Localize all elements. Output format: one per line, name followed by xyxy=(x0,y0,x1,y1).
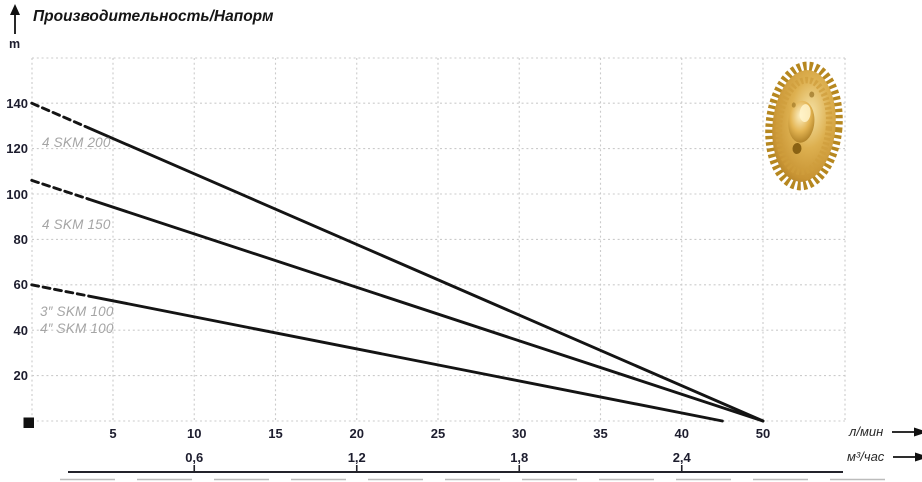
y-tick-label: 120 xyxy=(6,141,28,157)
origin-marker xyxy=(23,417,34,428)
x-tick-label: 10 xyxy=(187,426,202,441)
curve-label-3skm100: 3″ SKM 100 xyxy=(40,304,114,319)
y-tick-label: 60 xyxy=(13,277,28,293)
y-tick-label: 140 xyxy=(6,95,28,111)
curve-label-4skm150: 4 SKM 150 xyxy=(42,217,111,232)
x-tick-label: 15 xyxy=(268,426,283,441)
x-secondary-tick-label: 2,4 xyxy=(672,450,691,465)
x-secondary-tick-label: 1,8 xyxy=(510,450,529,465)
x-tick-label: 5 xyxy=(109,426,117,441)
x-axis-secondary-unit-label: м³/час xyxy=(847,449,885,464)
x-tick-label: 20 xyxy=(349,426,364,441)
curve-label-4skm100: 4″ SKM 100 xyxy=(40,321,114,336)
x-secondary-tick-label: 0,6 xyxy=(185,450,204,465)
x-tick-label: 40 xyxy=(674,426,689,441)
pump-curve-dashed xyxy=(30,178,91,201)
y-tick-label: 40 xyxy=(13,322,28,338)
pump-curve xyxy=(87,294,724,423)
right-arrow-icon xyxy=(893,452,922,461)
x-axis-primary-unit-label: л/мин xyxy=(849,424,884,439)
x-axis-primary-unit: л/мин xyxy=(849,424,922,439)
y-axis-unit-label: m xyxy=(9,37,21,51)
curve-label-4skm200: 4 SKM 200 xyxy=(42,135,111,150)
x-tick-label: 25 xyxy=(430,426,446,441)
x-tick-label: 30 xyxy=(512,426,527,441)
x-axis-secondary-unit: м³/час xyxy=(847,449,922,464)
x-tick-label: 50 xyxy=(755,426,771,441)
y-tick-label: 100 xyxy=(6,186,28,202)
pump-curve xyxy=(87,197,765,423)
impeller-image xyxy=(765,61,843,191)
x-tick-label: 35 xyxy=(593,426,608,441)
pump-curve-dashed xyxy=(30,283,91,298)
chart-title: Производительность/Напорм xyxy=(33,8,274,25)
right-arrow-icon xyxy=(892,427,922,436)
y-axis-up-arrow-icon xyxy=(10,4,20,34)
x-secondary-tick-label: 1,2 xyxy=(347,450,366,465)
y-tick-label: 80 xyxy=(13,231,28,247)
pump-curve xyxy=(87,126,765,423)
y-tick-label: 20 xyxy=(13,368,28,384)
pump-curve-dashed xyxy=(30,101,91,130)
